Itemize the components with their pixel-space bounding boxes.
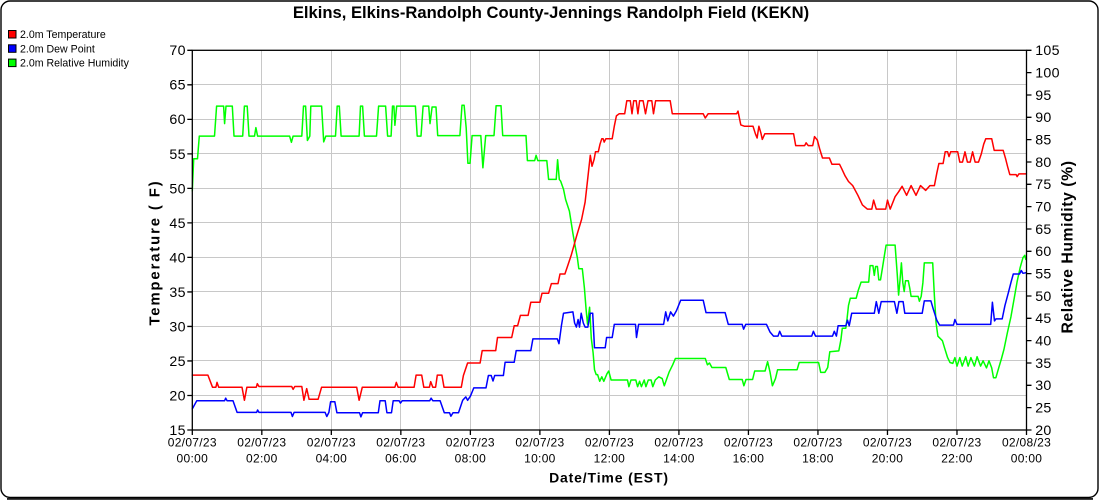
svg-text:08:00: 08:00 [455,451,487,465]
svg-text:40: 40 [1035,334,1051,350]
svg-text:00:00: 00:00 [1011,451,1043,465]
svg-text:50: 50 [1035,289,1051,305]
svg-text:12:00: 12:00 [594,451,626,465]
svg-text:65: 65 [1035,222,1051,238]
svg-text:10:00: 10:00 [524,451,556,465]
svg-text:80: 80 [1035,155,1051,171]
svg-text:02/07/23: 02/07/23 [585,436,634,450]
svg-text:00:00: 00:00 [177,451,209,465]
svg-text:55: 55 [1035,267,1051,283]
svg-text:02/07/23: 02/07/23 [446,436,495,450]
svg-text:02/07/23: 02/07/23 [793,436,842,450]
svg-text:55: 55 [169,147,185,163]
svg-text:45: 45 [1035,311,1051,327]
svg-text:02/07/23: 02/07/23 [863,436,912,450]
svg-text:30: 30 [169,319,185,335]
svg-text:02/07/23: 02/07/23 [932,436,981,450]
svg-text:35: 35 [169,285,185,301]
svg-text:100: 100 [1035,66,1060,82]
svg-text:20: 20 [1035,423,1051,439]
svg-text:02:00: 02:00 [246,451,278,465]
svg-text:22:00: 22:00 [941,451,973,465]
svg-text:02/08/23: 02/08/23 [1002,436,1051,450]
svg-text:30: 30 [1035,378,1051,394]
svg-text:02/07/23: 02/07/23 [376,436,425,450]
svg-text:35: 35 [1035,356,1051,372]
svg-text:Temperature ( F): Temperature ( F) [148,179,164,325]
svg-text:25: 25 [1035,401,1051,417]
svg-text:40: 40 [169,250,185,266]
svg-text:Relative Humidity (%): Relative Humidity (%) [1060,160,1077,333]
svg-text:50: 50 [169,181,185,197]
svg-text:04:00: 04:00 [316,451,348,465]
svg-text:60: 60 [169,112,185,128]
svg-text:25: 25 [169,354,185,370]
svg-text:15: 15 [169,423,185,439]
svg-text:60: 60 [1035,244,1051,260]
svg-text:02/07/23: 02/07/23 [307,436,356,450]
svg-text:45: 45 [169,216,185,232]
svg-text:2.0m Relative Humidity: 2.0m Relative Humidity [20,58,130,70]
svg-text:65: 65 [169,78,185,94]
svg-text:Date/Time (EST): Date/Time (EST) [549,470,669,486]
svg-text:Elkins, Elkins-Randolph County: Elkins, Elkins-Randolph County-Jennings … [293,3,809,22]
svg-text:20: 20 [169,388,185,404]
svg-text:20:00: 20:00 [872,451,904,465]
svg-text:02/07/23: 02/07/23 [654,436,703,450]
svg-text:105: 105 [1035,43,1060,59]
svg-text:18:00: 18:00 [802,451,834,465]
svg-text:85: 85 [1035,133,1051,149]
svg-text:2.0m Dew Point: 2.0m Dew Point [20,43,95,55]
svg-text:90: 90 [1035,110,1051,126]
svg-text:02/07/23: 02/07/23 [724,436,773,450]
svg-text:14:00: 14:00 [663,451,695,465]
svg-text:02/07/23: 02/07/23 [237,436,286,450]
svg-text:02/07/23: 02/07/23 [168,436,217,450]
svg-text:06:00: 06:00 [385,451,417,465]
svg-text:70: 70 [1035,200,1051,216]
svg-text:2.0m Temperature: 2.0m Temperature [20,29,106,41]
svg-text:16:00: 16:00 [733,451,765,465]
svg-text:95: 95 [1035,88,1051,104]
svg-text:75: 75 [1035,177,1051,193]
svg-text:02/07/23: 02/07/23 [515,436,564,450]
svg-text:70: 70 [169,43,185,59]
